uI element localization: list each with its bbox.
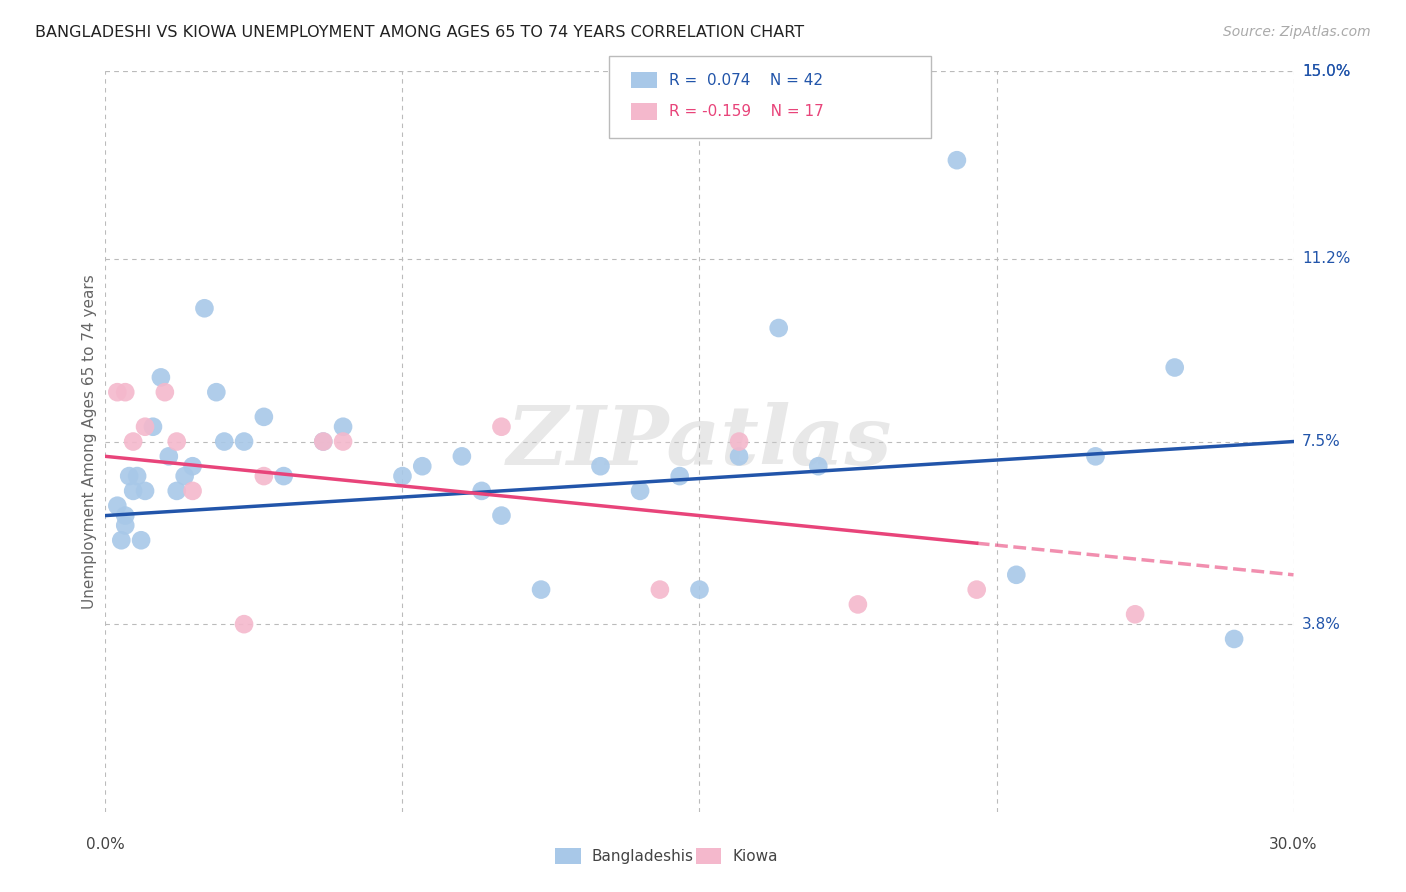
Point — [312, 434, 335, 449]
Point — [118, 469, 141, 483]
Point — [966, 582, 988, 597]
Point — [157, 450, 180, 464]
Point — [253, 409, 276, 424]
Point — [728, 434, 751, 449]
Point — [233, 434, 256, 449]
Point — [1123, 607, 1146, 622]
Text: R = -0.159    N = 17: R = -0.159 N = 17 — [669, 104, 824, 119]
Point — [122, 434, 145, 449]
Text: 0.0%: 0.0% — [86, 837, 125, 852]
Text: Kiowa: Kiowa — [733, 849, 778, 863]
Text: ZIPatlas: ZIPatlas — [506, 401, 893, 482]
Point — [122, 483, 145, 498]
Text: 7.5%: 7.5% — [1302, 434, 1340, 449]
Point — [114, 385, 136, 400]
Point — [886, 113, 908, 128]
Point — [181, 483, 204, 498]
Text: BANGLADESHI VS KIOWA UNEMPLOYMENT AMONG AGES 65 TO 74 YEARS CORRELATION CHART: BANGLADESHI VS KIOWA UNEMPLOYMENT AMONG … — [35, 25, 804, 40]
Point — [807, 459, 830, 474]
Point — [1005, 567, 1028, 582]
Text: R =  0.074    N = 42: R = 0.074 N = 42 — [669, 73, 824, 87]
Point — [129, 533, 152, 548]
Text: Bangladeshis: Bangladeshis — [592, 849, 695, 863]
Point — [391, 469, 413, 483]
Point — [846, 598, 869, 612]
Point — [142, 419, 165, 434]
Text: 3.8%: 3.8% — [1302, 616, 1341, 632]
Text: 15.0%: 15.0% — [1302, 64, 1350, 78]
Point — [166, 434, 188, 449]
Point — [491, 508, 513, 523]
Point — [946, 153, 969, 168]
Point — [273, 469, 295, 483]
Point — [668, 469, 690, 483]
Point — [149, 370, 172, 384]
Point — [1223, 632, 1246, 646]
Point — [589, 459, 612, 474]
Point — [312, 434, 335, 449]
Point — [105, 385, 128, 400]
Point — [491, 419, 513, 434]
Point — [332, 419, 354, 434]
Text: 11.2%: 11.2% — [1302, 252, 1350, 267]
Point — [253, 469, 276, 483]
Text: Source: ZipAtlas.com: Source: ZipAtlas.com — [1223, 25, 1371, 39]
Point — [411, 459, 433, 474]
Point — [193, 301, 215, 316]
Point — [181, 459, 204, 474]
Text: 30.0%: 30.0% — [1270, 837, 1317, 852]
Point — [153, 385, 176, 400]
Point — [728, 450, 751, 464]
Point — [134, 483, 156, 498]
Point — [173, 469, 195, 483]
Point — [233, 617, 256, 632]
Text: 15.0%: 15.0% — [1302, 64, 1350, 78]
Point — [134, 419, 156, 434]
Point — [471, 483, 494, 498]
Point — [628, 483, 651, 498]
Point — [768, 321, 790, 335]
Point — [127, 469, 149, 483]
Y-axis label: Unemployment Among Ages 65 to 74 years: Unemployment Among Ages 65 to 74 years — [82, 274, 97, 609]
Point — [205, 385, 228, 400]
Point — [114, 508, 136, 523]
Point — [332, 434, 354, 449]
Point — [1164, 360, 1187, 375]
Point — [530, 582, 553, 597]
Point — [450, 450, 472, 464]
Point — [166, 483, 188, 498]
Point — [648, 582, 671, 597]
Point — [214, 434, 236, 449]
Point — [110, 533, 132, 548]
Point — [1084, 450, 1107, 464]
Point — [114, 518, 136, 533]
Point — [105, 499, 128, 513]
Point — [689, 582, 711, 597]
